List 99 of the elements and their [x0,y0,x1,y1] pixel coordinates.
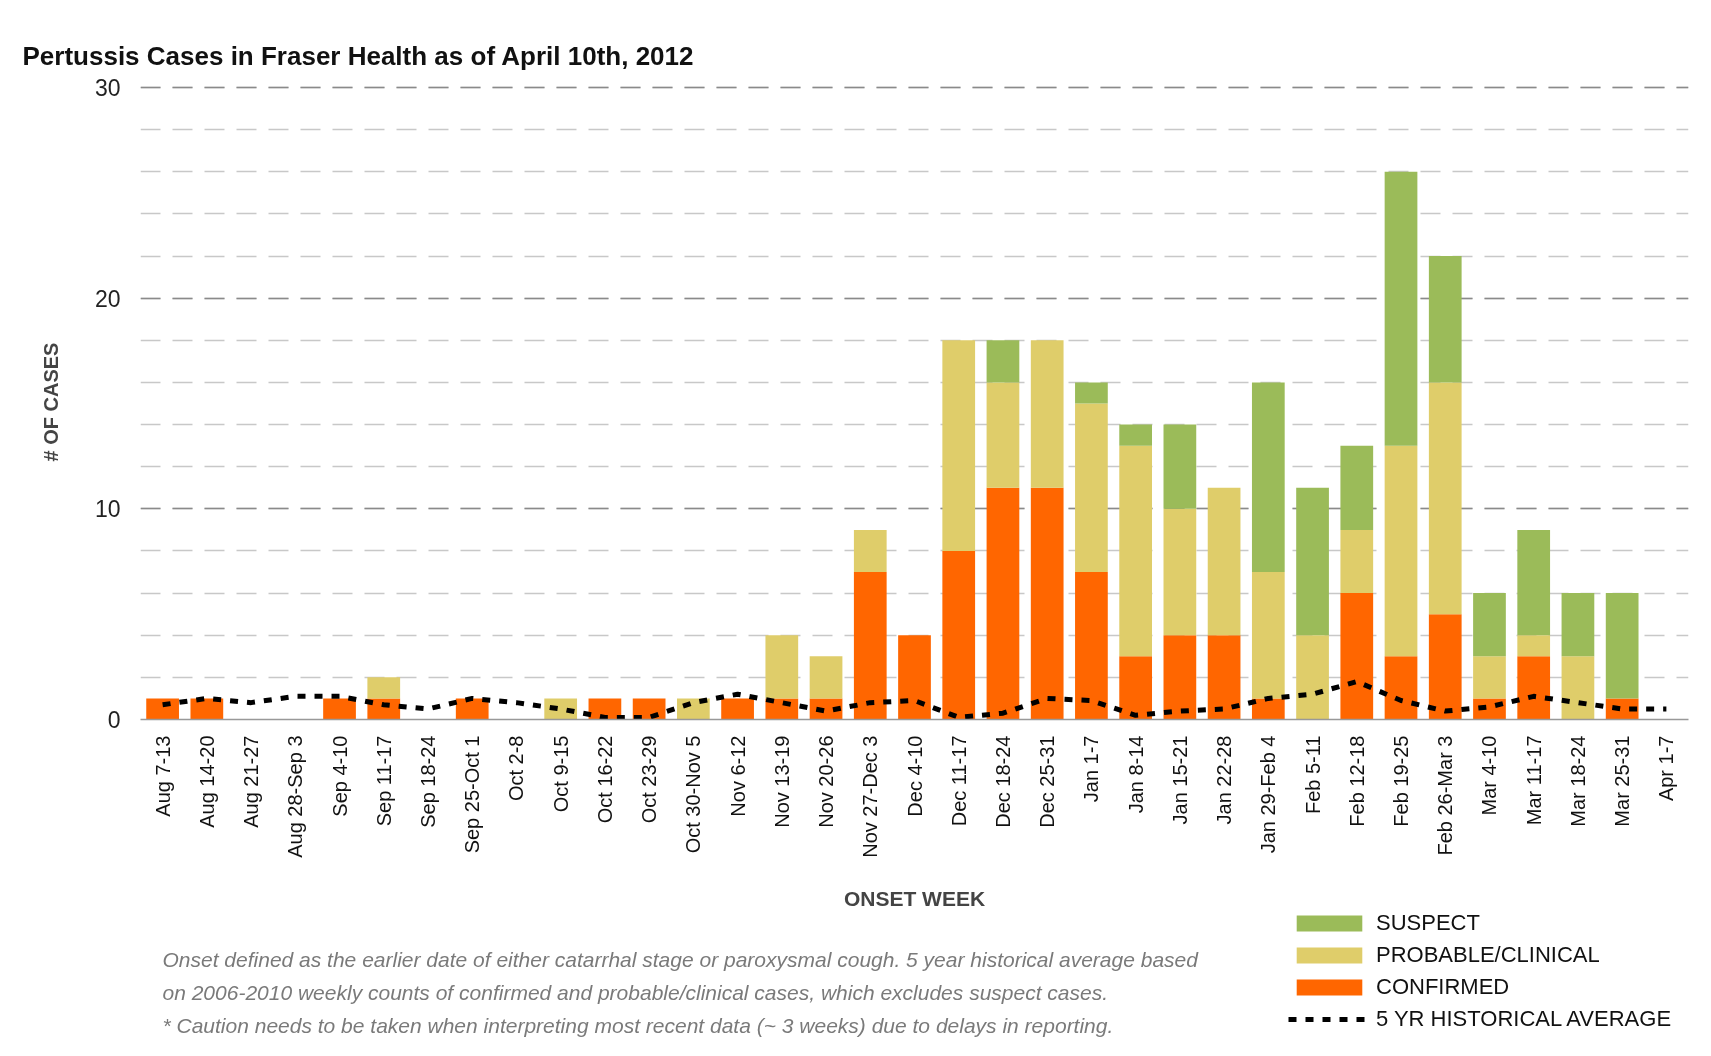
x-axis-title: ONSET WEEK [843,886,986,910]
bar [1340,445,1374,530]
x-tick-label: Sep 25-Oct 1 [461,735,484,854]
legend-label: CONFIRMED [1376,974,1510,1000]
x-tick-label: Apr 1-7 [1655,735,1678,802]
bar [1473,656,1506,699]
bar [1340,529,1374,594]
x-tick-label: Sep 11-17 [372,735,395,827]
x-tick-label: Feb 12-18 [1345,735,1368,827]
x-tick-label: Jan 22-28 [1213,735,1236,825]
bar [1384,445,1418,657]
bar [1075,382,1108,404]
bar [1119,656,1153,720]
bar [190,698,224,720]
bar [853,572,887,720]
bar [1251,572,1285,699]
bar [1075,572,1108,720]
x-tick-label: Mar 11-17 [1522,735,1545,826]
bar [1296,487,1329,636]
x-tick-label: Nov 13-19 [770,735,793,828]
bar [1428,256,1462,383]
bar [765,635,799,699]
x-tick-label: Jan 1-7 [1080,735,1103,803]
x-tick-label: Jan 29-Feb 4 [1257,735,1280,854]
bar [1163,508,1197,636]
x-tick-label: Nov 20-26 [815,735,838,828]
bar [1163,635,1197,720]
x-tick-label: Jan 8-14 [1124,735,1147,814]
bar [1605,593,1639,699]
bar [1251,698,1285,720]
x-tick-label: Sep 4-10 [328,735,351,817]
bar [1030,340,1064,488]
legend-label: PROBABLE/CLINICAL [1376,942,1600,968]
y-tick-label: 20 [94,285,121,312]
bar [1163,424,1197,509]
x-tick-label: Dec 18-24 [991,735,1014,828]
bar [323,698,356,720]
x-tick-label: Mar 25-31 [1611,735,1634,827]
y-axis-title: # OF CASES [39,342,62,462]
x-tick-label: Sep 18-24 [416,735,439,828]
bar [1517,529,1551,636]
bar [1384,171,1418,446]
bar [1119,445,1153,657]
bar [986,382,1020,488]
legend-label: 5 YR HISTORICAL AVERAGE [1376,1006,1672,1032]
x-tick-label: Feb 19-25 [1390,735,1413,827]
bar [1428,614,1462,720]
bar [942,340,976,551]
x-tick-label: Mar 4-10 [1478,735,1501,816]
y-tick-label: 30 [94,74,121,101]
x-tick-label: Mar 18-24 [1566,735,1589,827]
bar [1207,635,1241,720]
bar [1075,403,1108,573]
y-tick-label: 10 [94,496,121,523]
x-tick-label: Feb 5-11 [1301,735,1324,815]
x-tick-label: Aug 7-13 [151,735,174,817]
bar [809,656,843,699]
bar [721,698,754,720]
chart-title: Pertussis Cases in Fraser Health as of April 10th, 2012 [22,40,694,71]
x-tick-label: Oct 30-Nov 5 [682,735,705,854]
x-tick-label: Oct 2-8 [505,735,528,802]
y-tick-label: 0 [107,707,121,733]
x-tick-label: Dec 25-31 [1036,735,1059,828]
bar [898,635,931,720]
x-tick-label: Aug 21-27 [240,735,263,828]
x-tick-label: Aug 14-20 [195,735,218,828]
bar [146,698,179,720]
bar [367,677,401,699]
x-tick-label: Oct 23-29 [638,735,661,824]
text: Onset defined as the earlier date of either catarrhal stage or paroxysmal cough. 5 year historical average based on 2006-2010 weekly counts of confirmed and probable/clinical cases, which excludes suspect cases. [162,947,1200,1004]
bar [1473,593,1506,657]
bar [1561,656,1595,720]
x-tick-label: Dec 4-10 [903,735,926,817]
x-tick-label: Nov 27-Dec 3 [859,735,882,858]
bar [455,698,489,720]
bar [1030,487,1064,720]
bar [1384,656,1418,720]
bar [853,529,887,573]
x-tick-label: Nov 6-12 [726,735,749,817]
x-tick-label: Aug 28-Sep 3 [284,735,307,858]
bar [1296,635,1329,720]
x-tick-label: Dec 11-17 [947,735,970,827]
bar [942,550,976,720]
bar [1517,656,1551,720]
bar [1251,382,1285,573]
bar [986,340,1020,383]
x-tick-label: Oct 16-22 [593,735,616,824]
bar [1428,382,1462,615]
x-tick-label: Oct 9-15 [549,735,572,813]
bar [1207,487,1241,636]
bar [1561,593,1595,657]
x-tick-label: Feb 26-Mar 3 [1434,735,1457,856]
text: * Caution needs to be taken when interpreting most recent data (~ 3 weeks) due to delays in reporting. [162,1013,1114,1037]
bar [1517,635,1551,657]
bar [1119,424,1153,446]
bar [1340,593,1374,720]
legend-label: SUSPECT [1376,914,1480,936]
bar [986,487,1020,720]
x-tick-label: Jan 15-21 [1168,735,1191,825]
